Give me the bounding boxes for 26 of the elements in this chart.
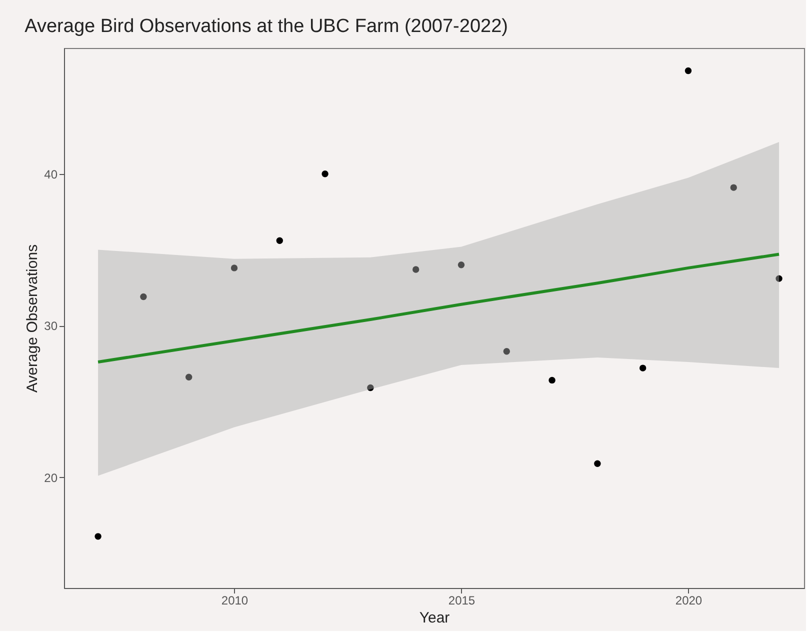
line-series xyxy=(96,252,781,364)
y-tick-label: 20 xyxy=(44,470,58,485)
point xyxy=(322,170,328,178)
point xyxy=(185,374,192,381)
y-axis-title: Average Observations xyxy=(24,244,42,393)
chart-title: Average Bird Observations at the UBC Farm (2007-2022) xyxy=(24,16,508,37)
point xyxy=(276,237,283,244)
y-tick-label: 30 xyxy=(44,319,58,334)
point xyxy=(548,376,556,384)
point xyxy=(503,348,510,355)
point xyxy=(367,384,374,392)
point xyxy=(594,460,601,467)
x-tick-label: 2010 xyxy=(221,594,248,608)
point xyxy=(140,293,147,300)
point xyxy=(230,264,238,272)
point xyxy=(639,364,646,372)
point xyxy=(94,533,102,540)
x-axis-title: Year xyxy=(419,610,450,626)
x-tick-label: 2015 xyxy=(448,594,476,608)
point xyxy=(776,275,782,282)
y-tick-label: 40 xyxy=(44,167,58,182)
point xyxy=(412,266,420,273)
point xyxy=(458,262,465,268)
x-tick-label: 2020 xyxy=(675,594,702,608)
point xyxy=(730,184,737,191)
point xyxy=(684,67,692,74)
